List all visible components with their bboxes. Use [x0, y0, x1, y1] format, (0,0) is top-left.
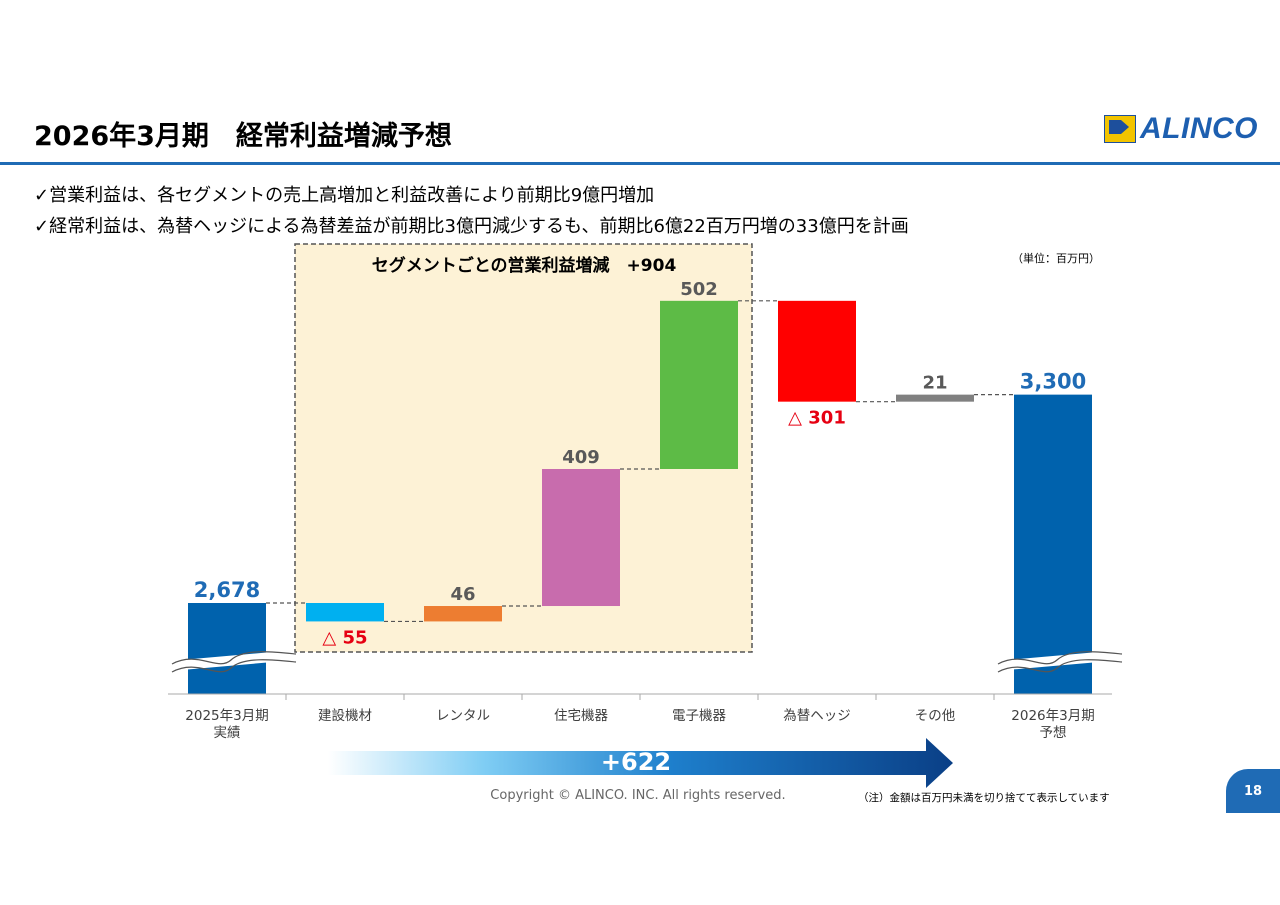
- logo-text: ALINCO: [1140, 112, 1258, 145]
- bar-3: [542, 469, 620, 607]
- company-logo: ALINCO: [1104, 112, 1258, 145]
- value-label-1: △ 55: [322, 627, 367, 648]
- bar-5: [778, 300, 856, 402]
- bar-0: [188, 603, 266, 694]
- value-label-0: 2,678: [194, 578, 260, 602]
- bar-2: [424, 606, 502, 622]
- category-label-2: レンタル: [436, 708, 490, 724]
- header-divider: [0, 162, 1280, 165]
- value-label-2: 46: [450, 584, 475, 605]
- category-label-7-0: 2026年3月期: [1011, 708, 1094, 724]
- bar-1: [306, 603, 384, 622]
- axis-break-gap-7: [999, 651, 1107, 671]
- category-label-3: 住宅機器: [554, 708, 608, 724]
- total-change-label: +622: [600, 748, 672, 776]
- logo-mark-icon: [1104, 115, 1136, 143]
- bar-7: [1014, 394, 1092, 694]
- value-label-5: △ 301: [788, 408, 846, 429]
- bullet-operating-profit: ✓営業利益は、各セグメントの売上高増加と利益改善により前期比9億円増加: [34, 185, 655, 206]
- bar-4: [660, 300, 738, 469]
- bullet-ordinary-profit: ✓経常利益は、為替ヘッジによる為替差益が前期比3億円減少するも、前期比6億22百…: [34, 216, 909, 237]
- value-label-7: 3,300: [1020, 370, 1086, 394]
- copyright: Copyright © ALINCO. INC. All rights rese…: [490, 788, 786, 803]
- category-label-7-1: 予想: [1040, 725, 1067, 741]
- page-title: 2026年3月期 経常利益増減予想: [34, 121, 452, 152]
- bar-6: [896, 394, 974, 402]
- category-label-0-0: 2025年3月期: [185, 708, 268, 724]
- page-number: 18: [1226, 769, 1280, 813]
- total-change-arrow: [328, 738, 953, 788]
- value-label-3: 409: [562, 447, 600, 468]
- category-label-0-1: 実績: [214, 725, 241, 741]
- category-label-5: 為替ヘッジ: [783, 708, 851, 724]
- axis-break-line-b-0: [171, 659, 297, 673]
- footnote: （注）金額は百万円未満を切り捨てて表示しています: [858, 792, 1110, 804]
- axis-break-line-a-0: [171, 651, 297, 665]
- axis-break-line-a-7: [997, 651, 1123, 665]
- segment-box-label: セグメントごとの営業利益増減 +904: [372, 255, 677, 276]
- value-label-4: 502: [680, 279, 718, 300]
- category-label-1: 建設機材: [318, 708, 372, 724]
- category-label-6: その他: [915, 708, 956, 724]
- axis-break-gap-0: [173, 651, 281, 671]
- category-label-4: 電子機器: [672, 708, 726, 724]
- unit-label: （単位：百万円）: [1012, 252, 1100, 265]
- axis-break-line-b-7: [997, 659, 1123, 673]
- value-label-6: 21: [922, 373, 947, 394]
